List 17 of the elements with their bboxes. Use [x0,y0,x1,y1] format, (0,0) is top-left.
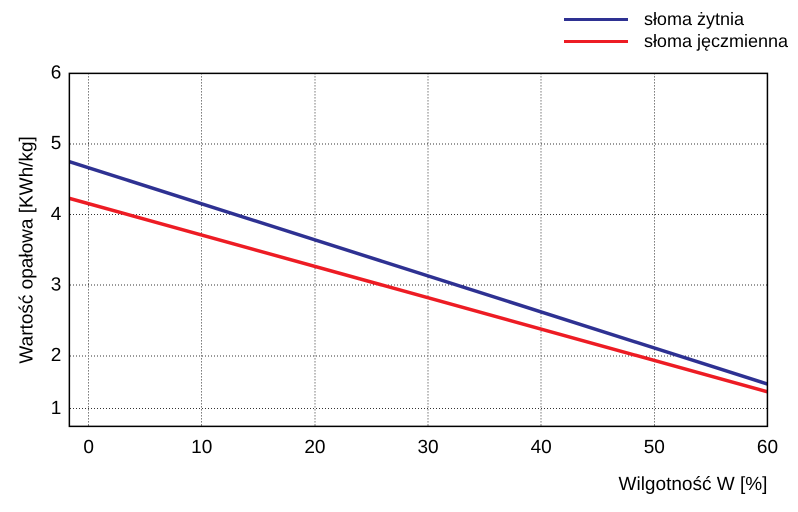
x-tick-label: 10 [191,437,212,458]
x-tick-label: 40 [530,437,552,458]
legend-label: słoma jęczmienna [644,30,788,52]
x-tick-label: 30 [417,437,439,458]
y-axis-title: Wartość opałowa [KWh/kg] [16,136,38,364]
y-tick-label: 4 [50,204,62,225]
y-tick-label: 5 [50,133,62,154]
legend-label: słoma żytnia [644,8,744,30]
y-tick-label: 3 [50,274,62,296]
x-tick-label: 20 [304,437,326,458]
y-tick-label: 1 [50,398,62,419]
y-tick-label: 2 [50,345,62,366]
x-tick-label: 0 [83,437,94,458]
x-axis-title: Wilgotność W [%] [618,474,768,495]
y-tick-label: 6 [50,62,62,84]
x-tick-label: 60 [756,437,778,458]
x-tick-label: 50 [644,437,665,458]
